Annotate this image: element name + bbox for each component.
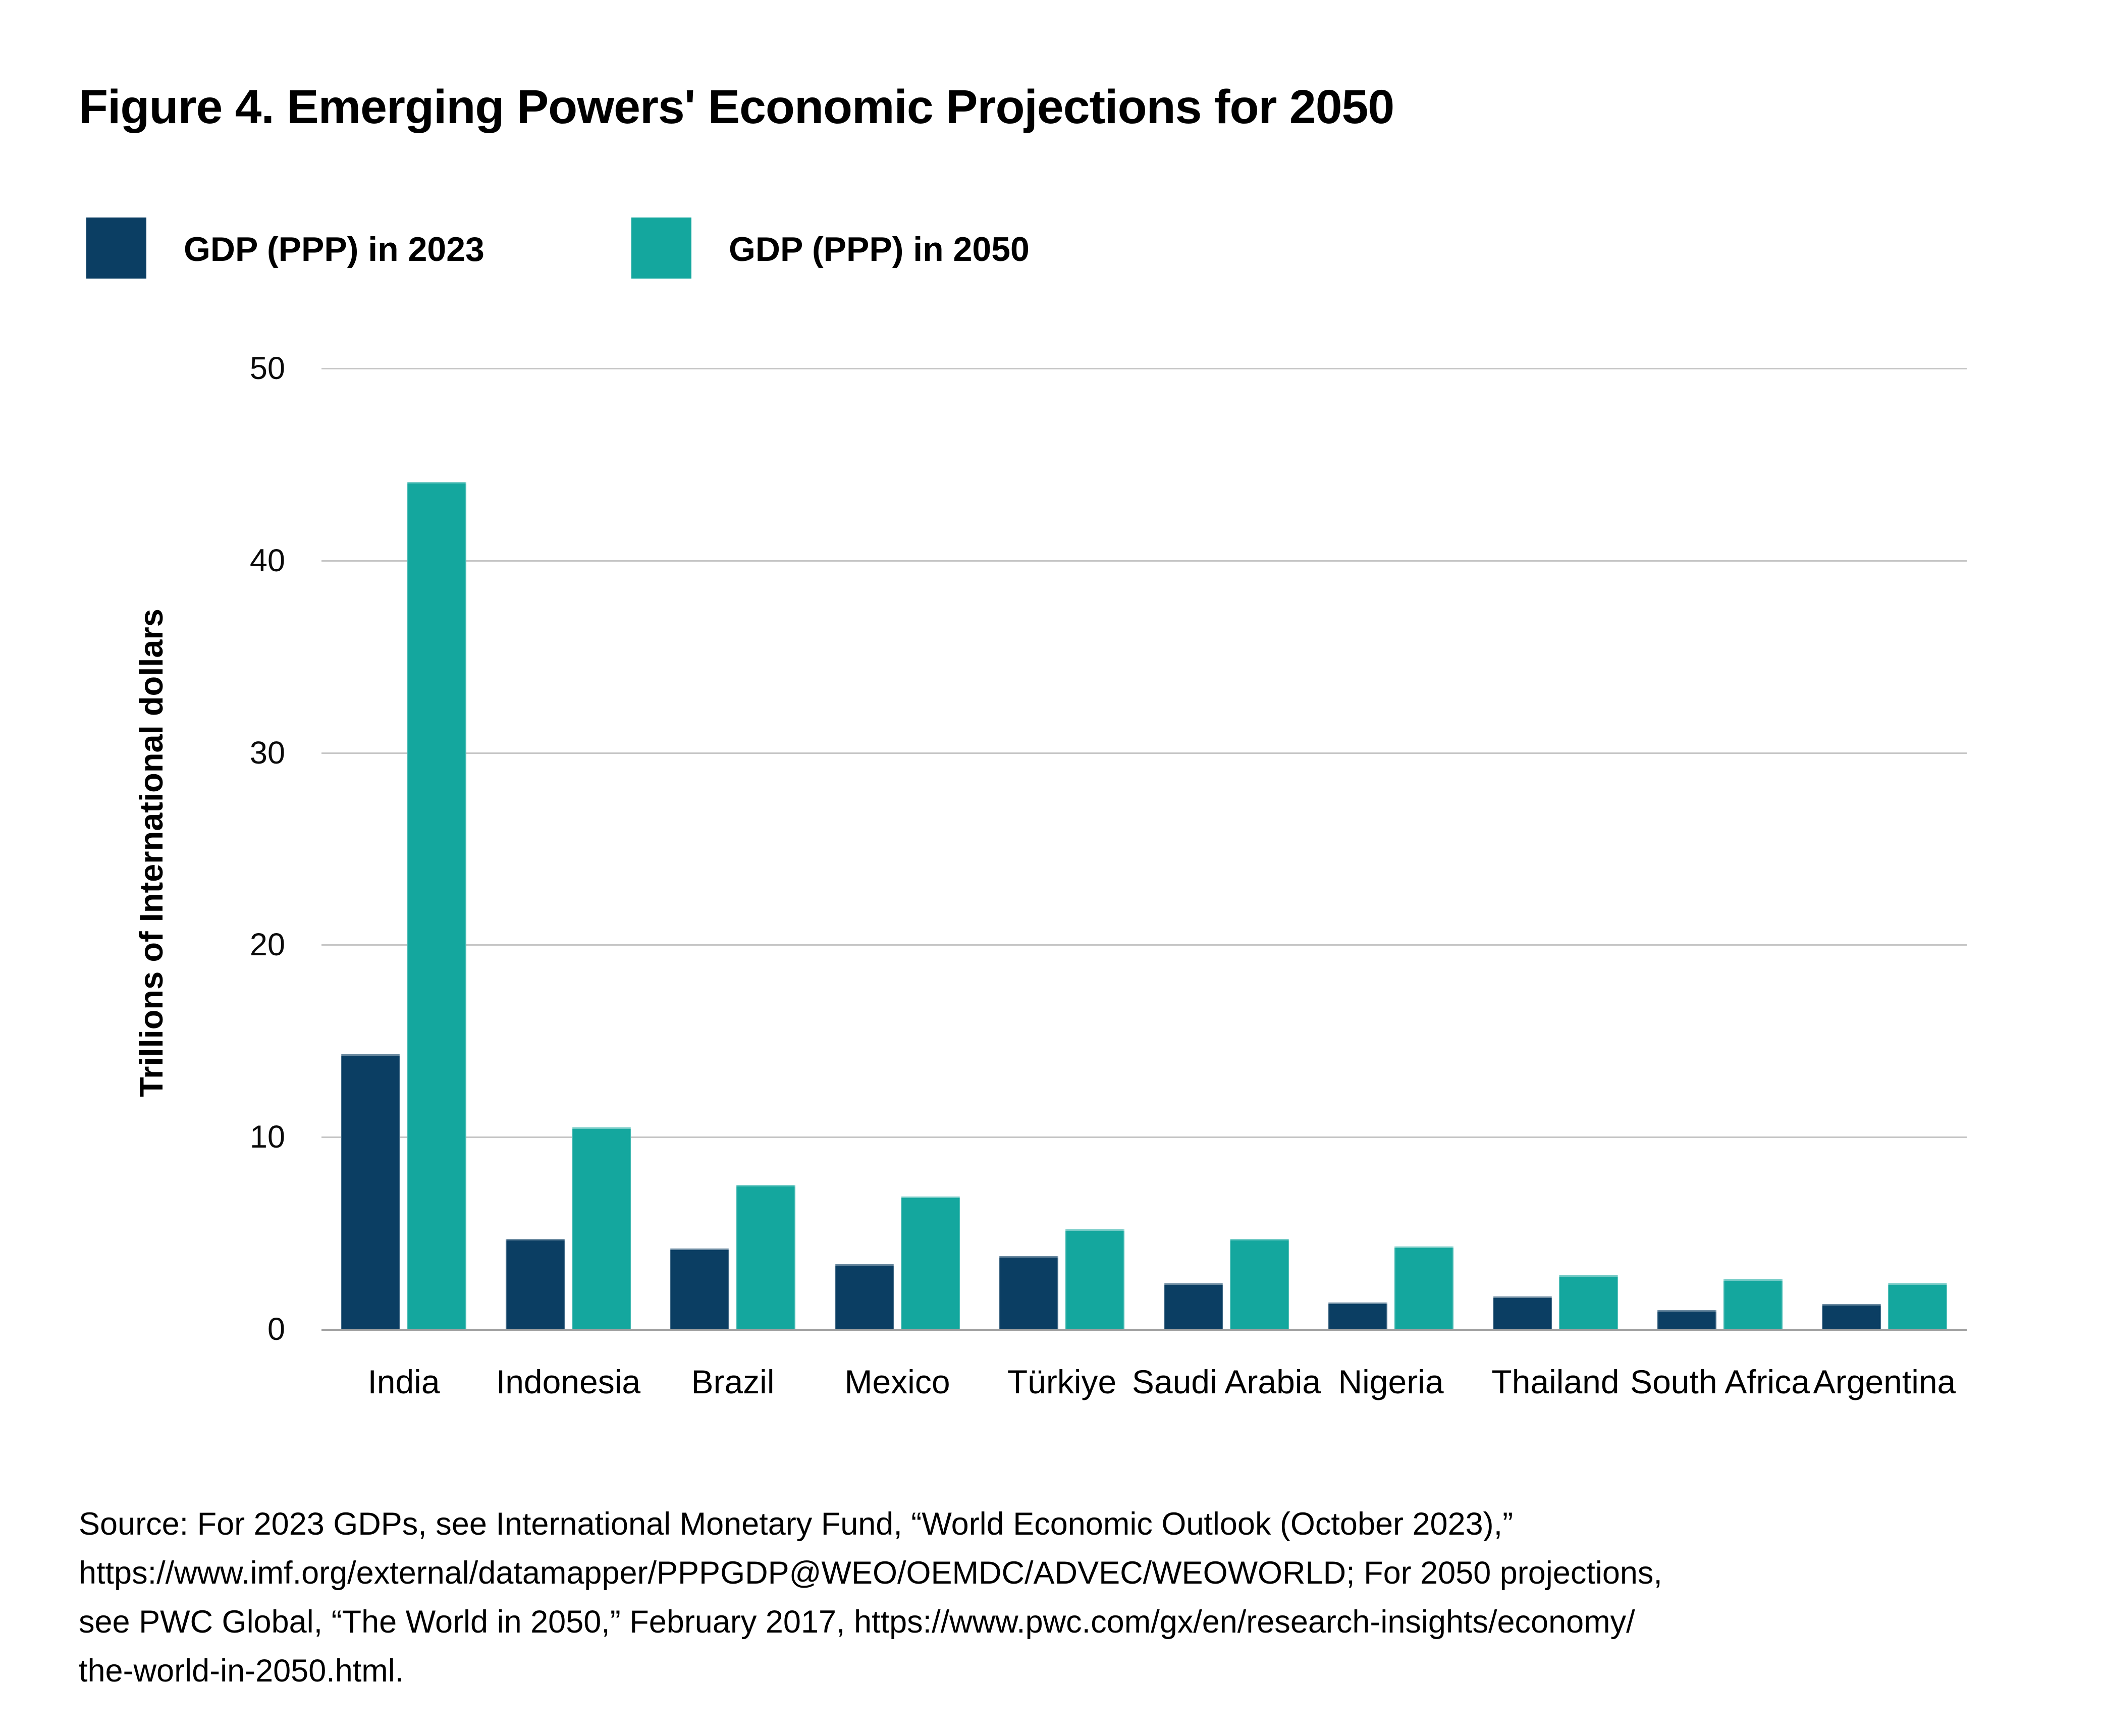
gridline-y-40 [321,560,1967,562]
bar-mexico-2050 [901,1197,960,1329]
bar-saudi-arabia-2050 [1230,1239,1289,1329]
gridline-y-10 [321,1136,1967,1138]
y-tick-label-30: 30 [249,735,285,771]
category-label-saudi-arabia: Saudi Arabia [1131,1363,1321,1400]
bar-argentina-2050 [1888,1283,1947,1329]
gridline-y-20 [321,944,1967,946]
bar-india-2023 [341,1054,400,1329]
bar-south-africa-2023 [1657,1310,1716,1329]
category-label-india: India [367,1363,440,1400]
source-line: the-world-in-2050.html. [79,1653,404,1689]
bar-south-africa-2050 [1723,1279,1783,1329]
source-line: Source: For 2023 GDPs, see International… [79,1506,1514,1542]
plot-area [321,368,1967,1331]
bar-argentina-2023 [1822,1304,1881,1329]
category-label-south-africa: South Africa [1630,1363,1810,1400]
bar-türkiye-2050 [1065,1229,1124,1329]
y-tick-label-20: 20 [249,927,285,962]
category-label-indonesia: Indonesia [496,1363,641,1400]
category-label-mexico: Mexico [844,1363,950,1400]
category-label-brazil: Brazil [691,1363,775,1400]
bar-india-2050 [407,482,466,1329]
legend-label-2050: GDP (PPP) in 2050 [729,230,1030,268]
gridline-y-0 [321,1329,1967,1331]
bar-thailand-2023 [1493,1296,1552,1329]
y-axis-title: Trillions of International dollars [133,609,170,1097]
bar-brazil-2023 [670,1249,729,1329]
source-note: Source: For 2023 GDPs, see International… [79,1500,2057,1696]
gridline-y-30 [321,752,1967,754]
legend-swatch-2023 [86,218,146,279]
bar-brazil-2050 [736,1185,795,1329]
category-label-türkiye: Türkiye [1007,1363,1117,1400]
y-tick-label-50: 50 [249,351,285,386]
category-label-nigeria: Nigeria [1338,1363,1444,1400]
bar-mexico-2023 [835,1264,894,1329]
y-tick-label-40: 40 [249,543,285,578]
gridline-y-50 [321,368,1967,369]
bar-indonesia-2023 [506,1239,565,1329]
legend-swatch-2050 [631,218,691,279]
figure-title: Figure 4. Emerging Powers' Economic Proj… [79,80,1394,134]
y-tick-label-0: 0 [267,1312,285,1347]
source-line: https://www.imf.org/external/datamapper/… [79,1555,1662,1591]
legend-label-2023: GDP (PPP) in 2023 [184,230,484,268]
bar-türkiye-2023 [999,1256,1058,1329]
category-label-thailand: Thailand [1491,1363,1620,1400]
bar-thailand-2050 [1559,1275,1618,1329]
bar-nigeria-2050 [1394,1246,1453,1329]
y-tick-label-10: 10 [249,1119,285,1155]
bar-saudi-arabia-2023 [1164,1283,1223,1329]
category-label-argentina: Argentina [1813,1363,1956,1400]
bar-indonesia-2050 [572,1127,631,1329]
source-line: see PWC Global, “The World in 2050,” Feb… [79,1604,1635,1640]
bar-nigeria-2023 [1328,1303,1387,1329]
